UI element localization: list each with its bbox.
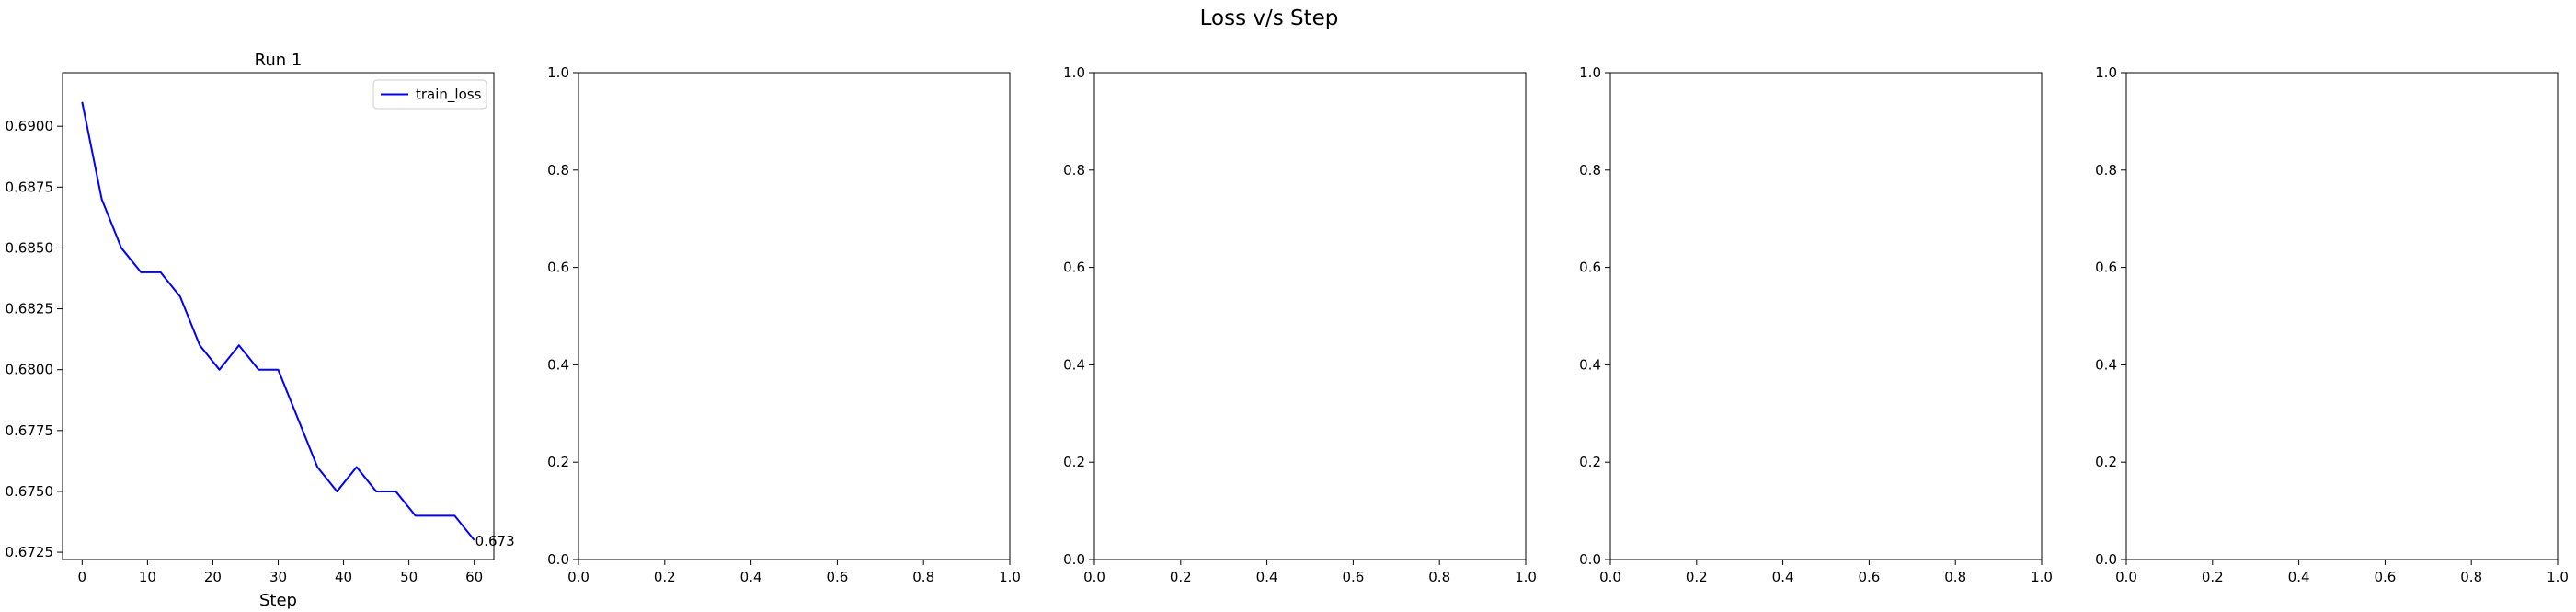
x-tick-label: 1.0 <box>1515 569 1537 585</box>
legend-box <box>372 79 487 110</box>
x-tick-label: 0.6 <box>1342 569 1364 585</box>
axes-panel-1: 0 10 20 30 40 50 60 0.6725 0.6750 0.6775 0.6800 0.6… <box>6 51 515 610</box>
y-tick-label: 0.6 <box>1579 260 1601 276</box>
y-tick-label: 0.2 <box>547 454 569 470</box>
y-tick-label: 0.0 <box>2095 551 2117 568</box>
x-tick-label: 0.4 <box>1256 569 1278 585</box>
y-tick-label: 0.6875 <box>6 179 54 195</box>
x-tick-label: 50 <box>400 569 418 585</box>
y-tick-label: 0.8 <box>2095 162 2117 179</box>
y-tick-label: 0.8 <box>547 162 569 179</box>
y-tick-label: 0.6 <box>1063 260 1085 276</box>
x-tick-label: 0.0 <box>2115 569 2137 585</box>
y-tick-label: 0.6 <box>2095 260 2117 276</box>
y-tick-label: 0.6725 <box>6 544 54 560</box>
y-tick-label: 0.0 <box>1063 551 1085 568</box>
x-tick-label: 0.0 <box>1599 569 1621 585</box>
axes-panel-5: 0.0 0.2 0.4 0.6 0.8 1.0 0.0 0.2 0.4 0.6 0.8 1.0 <box>2095 64 2569 585</box>
x-tick-label: 1.0 <box>999 569 1021 585</box>
x-tick-label: 1.0 <box>2547 569 2569 585</box>
legend: train_loss <box>372 79 487 110</box>
x-tick-label: 0.2 <box>1686 569 1708 585</box>
axes-frame <box>578 72 1011 560</box>
x-tick-label: 0.0 <box>1083 569 1105 585</box>
axes-title: Run 1 <box>255 51 303 70</box>
x-tick-label: 0.8 <box>912 569 934 585</box>
axes-panel-4: 0.0 0.2 0.4 0.6 0.8 1.0 0.0 0.2 0.4 0.6 0.8 1.0 <box>1579 64 2053 585</box>
x-tick-label: 0.6 <box>1858 569 1880 585</box>
x-axis-label: Step <box>259 591 297 610</box>
last-value-annotation: 0.673 <box>475 533 515 549</box>
x-tick-label: 60 <box>465 569 483 585</box>
y-tick-label: 0.4 <box>1579 356 1601 373</box>
y-tick-label: 0.0 <box>547 551 569 568</box>
x-tick-label: 0.8 <box>1944 569 1966 585</box>
y-tick-label: 0.8 <box>1063 162 1085 179</box>
y-tick-label: 0.6850 <box>6 239 54 256</box>
axes-frame <box>1093 72 1527 560</box>
y-tick-label: 0.6775 <box>6 422 54 439</box>
y-tick-label: 0.4 <box>2095 356 2117 373</box>
y-tick-label: 1.0 <box>2095 64 2117 81</box>
y-tick-label: 0.4 <box>1063 356 1085 373</box>
axes-frame <box>62 72 495 560</box>
y-tick-label: 0.0 <box>1579 551 1601 568</box>
y-tick-label: 0.6825 <box>6 301 54 318</box>
y-tick-label: 1.0 <box>1063 64 1085 81</box>
y-tick-label: 0.6 <box>547 260 569 276</box>
axes-layer: 0 10 20 30 40 50 60 0.6725 0.6750 0.6775 0.6800 0.6… <box>6 51 2569 610</box>
y-tick-label: 0.8 <box>1579 162 1601 179</box>
x-tick-label: 0.8 <box>2460 569 2482 585</box>
x-tick-label: 40 <box>335 569 352 585</box>
axes-frame <box>2125 72 2559 560</box>
x-tick-label: 0.4 <box>740 569 762 585</box>
y-tick-label: 0.6900 <box>6 118 54 134</box>
y-tick-label: 0.2 <box>1063 454 1085 470</box>
x-tick-label: 0.2 <box>2202 569 2224 585</box>
x-tick-label: 0.8 <box>1428 569 1450 585</box>
x-tick-label: 0.2 <box>654 569 676 585</box>
axes-panel-2: 0.0 0.2 0.4 0.6 0.8 1.0 0.0 0.2 0.4 0.6 0.8 1.0 <box>547 64 1021 585</box>
y-tick-label: 1.0 <box>547 64 569 81</box>
axes-panel-3: 0.0 0.2 0.4 0.6 0.8 1.0 0.0 0.2 0.4 0.6 0.8 1.0 <box>1063 64 1537 585</box>
x-tick-label: 20 <box>204 569 222 585</box>
x-tick-label: 0.6 <box>2374 569 2396 585</box>
x-tick-label: 0 <box>78 569 87 585</box>
y-tick-label: 1.0 <box>1579 64 1601 81</box>
y-tick-label: 0.6750 <box>6 483 54 500</box>
x-tick-label: 0.4 <box>2288 569 2310 585</box>
x-tick-label: 1.0 <box>2031 569 2053 585</box>
x-tick-label: 0.2 <box>1170 569 1192 585</box>
x-tick-label: 0.4 <box>1772 569 1794 585</box>
y-tick-label: 0.4 <box>547 356 569 373</box>
x-tick-label: 0.6 <box>826 569 848 585</box>
axes-frame <box>1609 72 2043 560</box>
y-tick-label: 0.2 <box>1579 454 1601 470</box>
y-tick-label: 0.6800 <box>6 362 54 378</box>
legend-label: train_loss <box>416 87 482 104</box>
figure-suptitle: Loss v/s Step <box>1200 6 1339 30</box>
x-tick-label: 10 <box>139 569 156 585</box>
x-tick-label: 30 <box>269 569 287 585</box>
x-tick-label: 0.0 <box>567 569 590 585</box>
y-tick-label: 0.2 <box>2095 454 2117 470</box>
